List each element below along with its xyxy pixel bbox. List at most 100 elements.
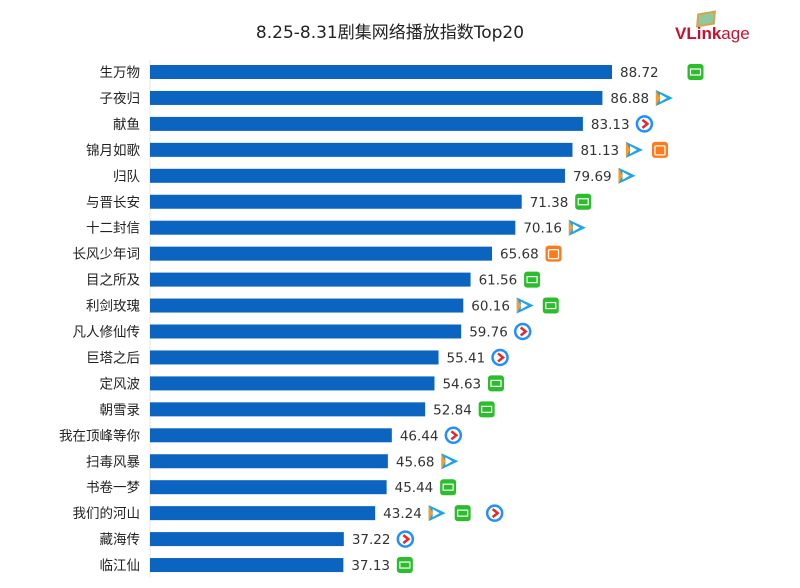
bar <box>150 480 387 495</box>
bar <box>150 402 426 417</box>
youku-icon-arrow <box>641 118 650 129</box>
iqiyi-icon-mark <box>490 379 502 387</box>
youku-icon <box>635 115 654 133</box>
value-label: 70.16 <box>523 221 562 237</box>
value-label: 59.76 <box>469 325 508 341</box>
bar <box>150 298 464 313</box>
iqiyi-icon <box>478 401 495 418</box>
category-label: 目之所及 <box>86 273 140 289</box>
bar <box>150 454 388 469</box>
value-label: 83.13 <box>591 117 630 133</box>
bar <box>150 324 462 339</box>
value-label: 88.72 <box>620 65 659 81</box>
category-label: 我在顶峰等你 <box>59 427 140 444</box>
bar <box>150 220 516 235</box>
tencent-video-icon-accent <box>568 219 573 236</box>
youku-icon <box>513 322 532 341</box>
vlinkage-logo: VLinkage <box>675 10 765 48</box>
tencent-video-icon-accent <box>618 167 623 184</box>
youku-icon-arrow <box>450 430 459 441</box>
value-label: 71.38 <box>530 195 569 211</box>
value-label: 65.68 <box>500 247 539 263</box>
value-label: 37.13 <box>351 558 390 574</box>
category-label: 凡人修仙传 <box>73 325 141 341</box>
category-label: 朝雪录 <box>100 402 141 418</box>
iqiyi-icon <box>524 271 541 288</box>
tencent-video-icon-play <box>622 171 630 180</box>
category-label: 长风少年词 <box>73 247 141 263</box>
category-label: 归队 <box>113 168 140 185</box>
iqiyi-icon <box>440 479 457 496</box>
category-label: 与晋长安 <box>86 195 140 211</box>
iqiyi-icon-mark <box>457 509 469 517</box>
category-label: 十二封信 <box>86 221 140 237</box>
mango-tv-icon-mark <box>547 248 560 260</box>
category-label: 利剑玫瑰 <box>86 299 140 315</box>
logo-text-light: age <box>721 24 750 43</box>
value-label: 45.68 <box>396 454 435 470</box>
value-label: 61.56 <box>479 273 518 289</box>
value-label: 86.88 <box>610 91 649 107</box>
youku-icon-arrow <box>491 508 500 519</box>
youku-icon <box>444 426 463 445</box>
youku-icon-arrow <box>519 326 528 337</box>
category-label: 锦月如歌 <box>86 143 140 159</box>
logo-text-bold: VLink <box>675 24 722 43</box>
iqiyi-icon <box>396 557 413 574</box>
mango-tv-icon-mark <box>654 145 666 156</box>
tencent-video-icon-accent <box>655 89 660 106</box>
category-label: 子夜归 <box>100 90 141 107</box>
value-label: 81.13 <box>580 143 619 159</box>
bar <box>150 142 573 157</box>
category-label: 藏海传 <box>100 532 141 548</box>
bar <box>150 90 603 105</box>
category-label: 我们的河山 <box>73 506 141 522</box>
iqiyi-icon <box>542 297 559 314</box>
tencent-video-icon-accent <box>428 505 433 522</box>
iqiyi-icon <box>487 375 504 392</box>
tencent-video-icon-play <box>572 223 580 232</box>
tencent-video-icon-accent <box>625 141 630 158</box>
bar <box>150 428 392 443</box>
bar <box>150 272 471 287</box>
youku-icon <box>485 504 504 522</box>
value-label: 43.24 <box>383 506 422 522</box>
value-label: 55.41 <box>447 350 486 366</box>
category-label: 定风波 <box>100 376 141 392</box>
bar <box>150 532 344 547</box>
tencent-video-icon-accent <box>441 453 446 470</box>
value-label: 52.84 <box>433 402 472 418</box>
value-label: 46.44 <box>400 428 439 444</box>
category-label: 书卷一梦 <box>86 480 140 496</box>
bar <box>150 168 565 183</box>
tencent-video-icon-play <box>445 457 453 466</box>
tencent-video-icon-play <box>432 509 440 518</box>
bar <box>150 116 583 131</box>
youku-icon <box>491 348 509 367</box>
iqiyi-icon-mark <box>545 301 557 310</box>
iqiyi-icon-mark <box>526 276 538 284</box>
iqiyi-icon-mark <box>577 198 589 206</box>
bar <box>150 558 344 573</box>
tencent-video-icon-play <box>520 301 528 310</box>
iqiyi-icon-mark <box>442 483 454 491</box>
tencent-video-icon-play <box>629 145 637 154</box>
bar <box>150 506 376 521</box>
bar <box>150 194 522 209</box>
tencent-video-icon-play <box>659 93 667 102</box>
youku-icon-arrow <box>402 534 411 545</box>
iqiyi-icon <box>454 505 471 522</box>
value-label: 60.16 <box>471 299 510 315</box>
iqiyi-icon-mark <box>399 561 411 569</box>
value-label: 37.22 <box>352 532 391 548</box>
tencent-video-icon-accent <box>516 297 521 314</box>
value-label: 79.69 <box>573 169 612 185</box>
iqiyi-icon <box>575 193 592 210</box>
value-label: 54.63 <box>442 376 481 392</box>
bar <box>150 246 493 261</box>
category-label: 生万物 <box>100 65 141 81</box>
bar <box>150 65 612 79</box>
category-label: 扫毒风暴 <box>86 454 140 470</box>
